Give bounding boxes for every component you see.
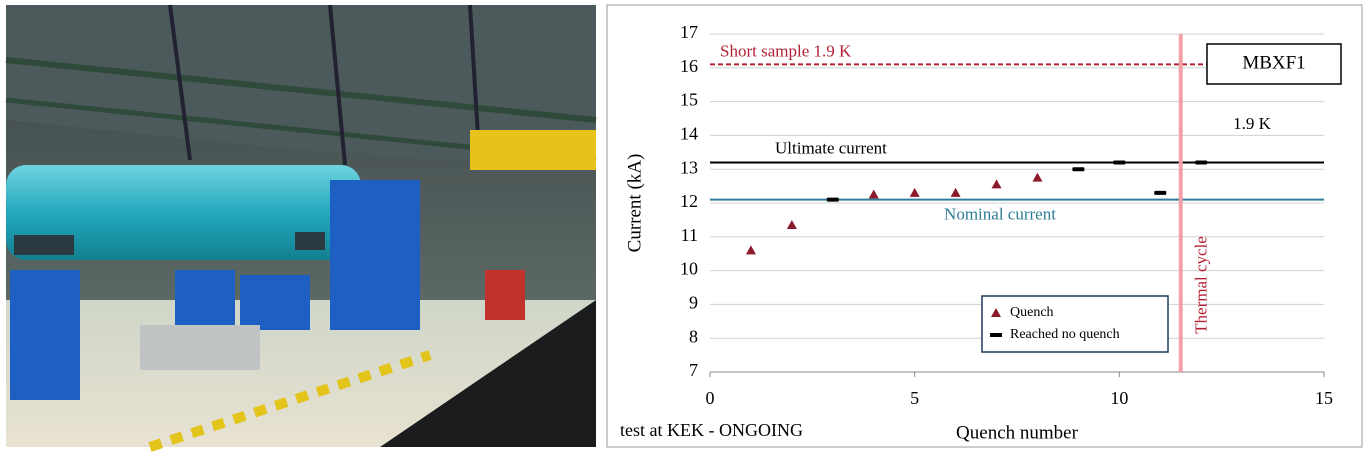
- legend-box: [981, 295, 1169, 353]
- quench-marker: [745, 245, 756, 255]
- y-tick-label: 8: [689, 326, 698, 346]
- reference-label: Nominal current: [944, 205, 1056, 224]
- y-tick-label: 17: [680, 22, 698, 42]
- y-tick-label: 13: [680, 157, 698, 177]
- no-quench-marker: [1154, 190, 1167, 195]
- y-tick-label: 7: [689, 360, 698, 380]
- quench-marker: [909, 187, 920, 197]
- no-quench-marker: [1072, 167, 1085, 172]
- quench-marker: [868, 189, 879, 199]
- no-quench-marker: [826, 197, 839, 202]
- photo: [5, 4, 597, 452]
- y-tick-label: 9: [689, 293, 698, 313]
- legend-label: Quench: [1010, 305, 1054, 320]
- y-tick-label: 15: [680, 90, 698, 110]
- chart: 7 8 9 10 11 12 13 14 15 16 17 0 5 10 15 Quench number Cu…: [620, 22, 1342, 443]
- y-axis-label: Current (kA): [624, 154, 645, 253]
- x-tick-label: 10: [1110, 388, 1128, 408]
- legend-label: Reached no quench: [1010, 327, 1120, 342]
- x-tick-label: 5: [910, 388, 919, 408]
- annotation: test at KEK - ONGOING: [620, 420, 803, 440]
- reference-label: Ultimate current: [775, 138, 887, 157]
- legend-marker: [990, 333, 1002, 337]
- x-tick-label: 15: [1315, 388, 1333, 408]
- quench-marker: [1032, 172, 1043, 182]
- no-quench-marker: [1195, 160, 1208, 165]
- legend-marker: [991, 308, 1001, 317]
- vertical-label: Thermal cycle: [1192, 236, 1211, 334]
- y-tick-label: 16: [680, 56, 698, 76]
- y-tick-label: 14: [680, 124, 698, 144]
- quench-marker: [991, 179, 1002, 189]
- annotation-box: [1206, 43, 1342, 85]
- x-tick-label: 0: [706, 388, 715, 408]
- x-axis-label: Quench number: [956, 422, 1079, 443]
- quench-marker: [950, 187, 961, 197]
- y-tick-label: 10: [680, 259, 698, 279]
- annotation: 1.9 K: [1233, 114, 1272, 133]
- quench-marker: [786, 219, 797, 229]
- annotation: MBXF1: [1242, 52, 1305, 73]
- y-tick-label: 11: [681, 225, 698, 245]
- reference-label: Short sample 1.9 K: [720, 41, 852, 60]
- y-tick-label: 12: [680, 191, 698, 211]
- no-quench-marker: [1113, 160, 1126, 165]
